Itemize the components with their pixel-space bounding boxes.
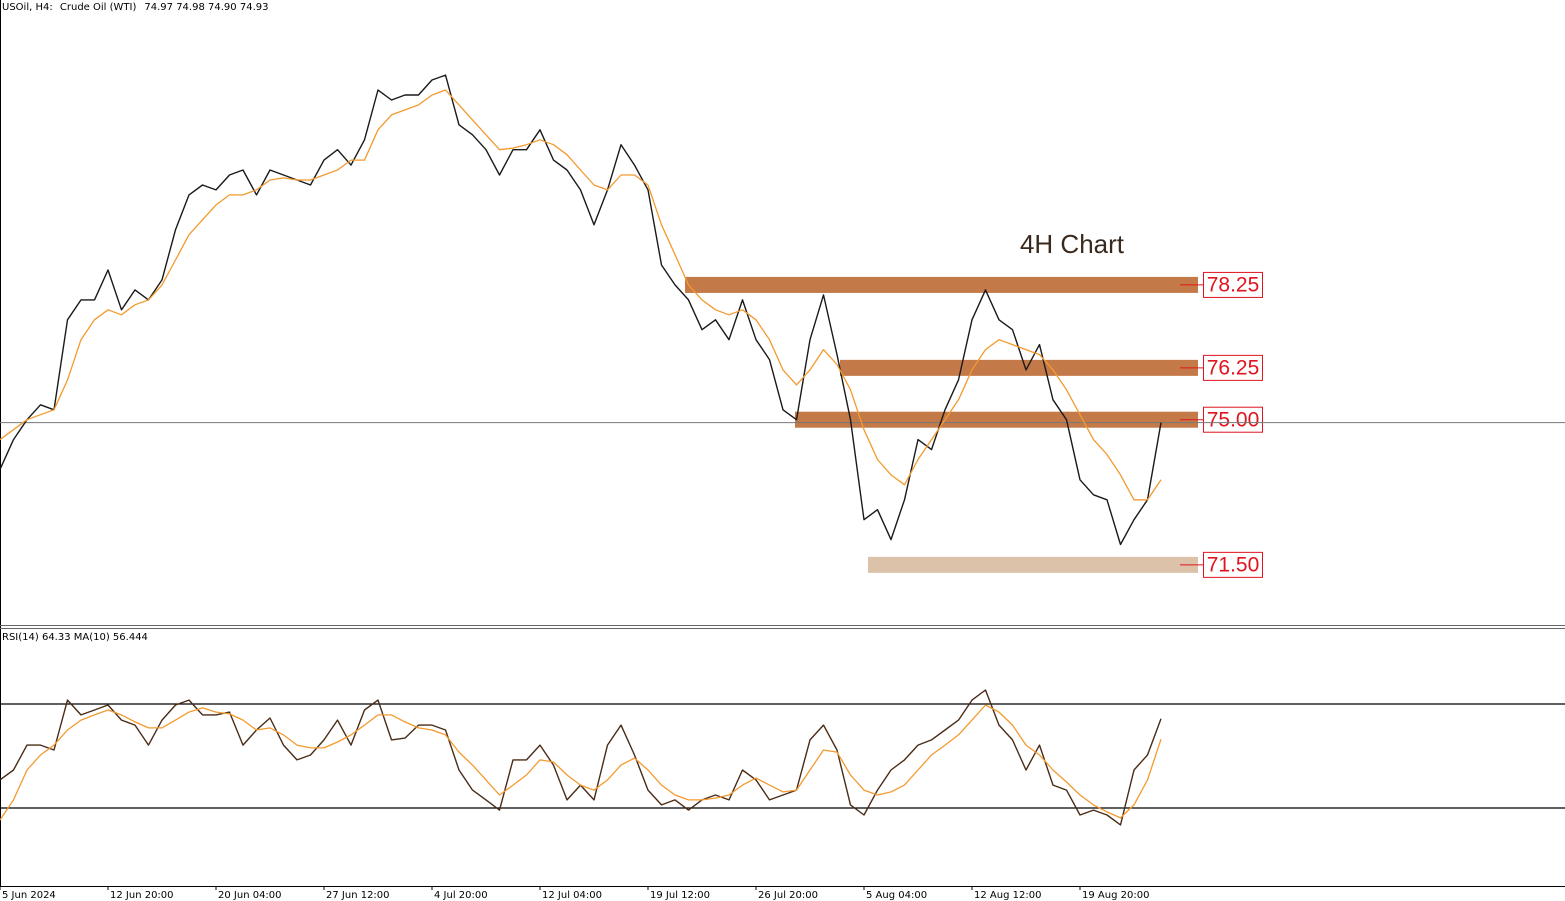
- x-tick-label: 19 Aug 20:00: [1082, 890, 1149, 901]
- level-label-box: [1203, 551, 1263, 578]
- x-tick-label: 12 Jun 20:00: [110, 890, 174, 901]
- x-tick-label: 4 Jul 20:00: [434, 890, 488, 901]
- symbol: USOil, H4:: [2, 2, 53, 13]
- x-tick-label: 12 Jul 04:00: [542, 890, 602, 901]
- level-zone: [685, 276, 1198, 293]
- x-tick-label: 19 Jul 12:00: [650, 890, 710, 901]
- moving-average: [0, 89, 1162, 501]
- level-label-box: [1203, 406, 1263, 433]
- ohlc-low: 74.90: [208, 2, 237, 13]
- ohlc-high: 74.98: [176, 2, 205, 13]
- x-tick-label: 26 Jul 20:00: [758, 890, 818, 901]
- x-tick-label: 5 Aug 04:00: [866, 890, 927, 901]
- ohlc-open: 74.97: [144, 2, 173, 13]
- chart-annotation: 4H Chart: [1020, 229, 1125, 259]
- level-zone: [840, 359, 1198, 376]
- level-zone: [795, 411, 1198, 428]
- main-line: [0, 74, 1162, 546]
- rsi-header: RSI(14) 64.33 MA(10) 56.444: [2, 632, 148, 643]
- level-label-box: [1203, 354, 1263, 381]
- x-tick-label: 20 Jun 04:00: [218, 890, 282, 901]
- level-label-box: [1203, 271, 1263, 298]
- level-label: 78.25: [1207, 273, 1260, 296]
- level-label: 71.50: [1207, 553, 1260, 576]
- level-label: 75.00: [1207, 408, 1260, 431]
- moving-average: [0, 704, 1162, 821]
- level-zone: [868, 556, 1198, 573]
- description: Crude Oil (WTI): [60, 2, 137, 13]
- level-label: 76.25: [1207, 356, 1260, 379]
- ohlc-close: 74.93: [240, 2, 269, 13]
- x-tick-label: 12 Aug 12:00: [974, 890, 1041, 901]
- chart-header: USOil, H4: Crude Oil (WTI) 74.97 74.98 74…: [2, 2, 268, 13]
- x-tick-label: 5 Jun 2024: [2, 890, 56, 901]
- x-tick-label: 27 Jun 12:00: [326, 890, 390, 901]
